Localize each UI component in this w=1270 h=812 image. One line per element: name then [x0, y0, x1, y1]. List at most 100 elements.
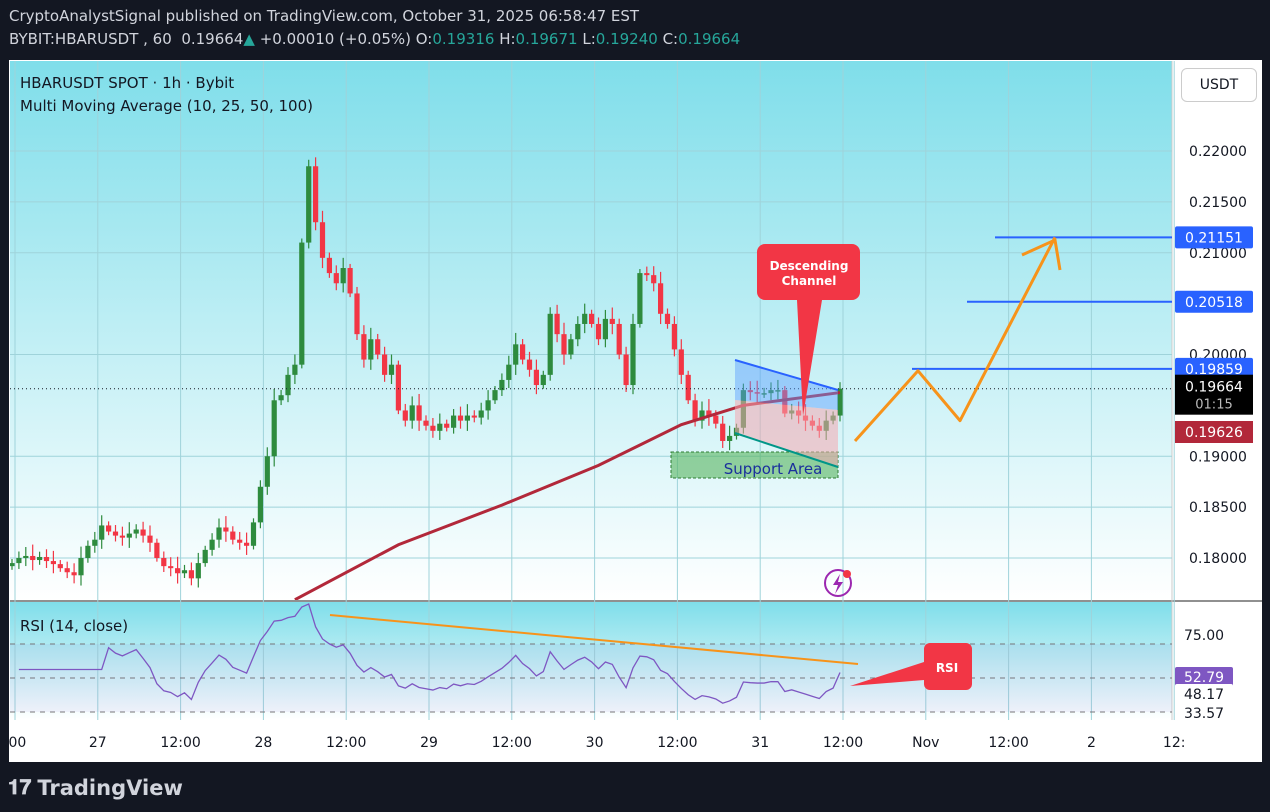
- candle-down: [678, 349, 684, 375]
- candle-down: [671, 323, 677, 350]
- candle-down: [119, 535, 125, 538]
- tv-logo-icon: 𝟏𝟕: [8, 775, 32, 799]
- candle-down: [595, 323, 602, 340]
- candle-down: [609, 318, 615, 324]
- candle-up: [437, 423, 443, 431]
- candle-up: [630, 323, 636, 386]
- indicator-legend[interactable]: Multi Moving Average (10, 25, 50, 100): [20, 97, 313, 115]
- currency-button[interactable]: USDT: [1181, 68, 1257, 102]
- rsi-axis-badge: [1175, 625, 1233, 645]
- candle-up: [85, 545, 91, 558]
- lightning-icon-bolt: [833, 574, 843, 594]
- candle-down: [457, 415, 464, 421]
- brand-name: TradingView: [37, 775, 183, 800]
- alert-dot: [843, 570, 851, 578]
- candle-up: [478, 410, 484, 418]
- candle-down: [50, 561, 56, 565]
- candle-up: [499, 379, 505, 391]
- channel-callout: [757, 244, 860, 416]
- candle-down: [561, 334, 567, 355]
- candle-down: [554, 313, 560, 335]
- channel-callout-line2: Channel: [782, 274, 837, 288]
- candle-down: [713, 415, 719, 424]
- channel-fill-top: [735, 360, 838, 410]
- candle-up: [278, 395, 284, 401]
- channel-callout-line1: Descending: [770, 259, 849, 273]
- rsi-line: [18, 603, 841, 704]
- candle-up: [547, 313, 553, 375]
- y-tick-label: 0.21500: [1189, 195, 1247, 211]
- candle-down: [347, 268, 353, 294]
- candle-down: [706, 410, 712, 416]
- candle-down: [223, 527, 229, 532]
- candle-up: [16, 558, 22, 564]
- candle-up: [202, 549, 208, 564]
- candle-up: [837, 388, 843, 416]
- candle-down: [57, 564, 63, 569]
- candle-down: [333, 273, 339, 284]
- tradingview-logo[interactable]: 𝟏𝟕 TradingView: [8, 775, 183, 800]
- symbol[interactable]: BYBIT:HBARUSDT , 60: [9, 30, 172, 48]
- high-label: H:: [499, 30, 516, 48]
- x-tick-label: 12:00: [823, 735, 863, 751]
- candle-down: [168, 566, 174, 569]
- candle-up: [285, 374, 291, 396]
- rsi-callout-label: RSI: [936, 661, 958, 675]
- x-tick-label: 30: [586, 735, 604, 751]
- candle-down: [237, 539, 243, 543]
- candle-up: [699, 410, 705, 421]
- candle-up: [92, 539, 98, 546]
- rsi-axis-badge: [1175, 684, 1233, 704]
- channel-upper-line: [734, 359, 839, 391]
- candle-down: [747, 390, 753, 393]
- x-tick-label: 2: [1087, 735, 1096, 751]
- support-area-label: Support Area: [724, 460, 823, 478]
- projection-arrowhead: [1021, 237, 1062, 271]
- candle-down: [589, 313, 595, 324]
- candle-up: [637, 273, 643, 324]
- close-value: 0.19664: [678, 30, 741, 48]
- y-tick-label: 0.18000: [1189, 551, 1247, 567]
- candle-up: [775, 390, 781, 392]
- candle-up: [761, 393, 767, 395]
- ma-price-badge: [1175, 421, 1253, 443]
- lightning-icon: [824, 569, 852, 597]
- level-badge: [1175, 290, 1253, 313]
- candle-down: [526, 359, 533, 370]
- candle-down: [30, 555, 36, 561]
- candle-up: [133, 529, 139, 534]
- candle-down: [161, 558, 167, 567]
- candle-up: [768, 390, 774, 394]
- rsi-tick-label: 52.79: [1184, 670, 1224, 686]
- rsi-band: [10, 644, 1172, 712]
- candle-down: [616, 323, 622, 355]
- candle-up: [409, 405, 415, 421]
- candle-down: [354, 293, 360, 335]
- rsi-axis-badge: [1175, 667, 1233, 687]
- level-badge: [1175, 357, 1253, 380]
- rsi-legend[interactable]: RSI (14, close): [20, 617, 129, 635]
- close-label: C:: [662, 30, 679, 48]
- candle-up: [23, 555, 29, 558]
- candle-up: [299, 242, 305, 365]
- candle-down: [326, 257, 332, 274]
- candle-up: [485, 400, 491, 411]
- last-price: 0.19664: [181, 30, 244, 48]
- x-tick-label: 12:00: [492, 735, 532, 751]
- candle-down: [175, 568, 181, 574]
- low-label: L:: [582, 30, 596, 48]
- main-pane[interactable]: [10, 61, 1172, 600]
- x-tick-label: 31: [751, 735, 769, 751]
- x-tick-label: 12:: [1163, 735, 1186, 751]
- y-tick-label: 0.18500: [1189, 500, 1247, 516]
- candle-down: [395, 364, 401, 411]
- countdown-label: 01:15: [1195, 398, 1232, 413]
- rsi-callout: [850, 643, 972, 690]
- publish-info: CryptoAnalystSignal published on Trading…: [9, 7, 640, 25]
- y-tick-label: 0.19000: [1189, 449, 1247, 465]
- chart-title: HBARUSDT SPOT · 1h · Bybit: [20, 74, 235, 92]
- rsi-tick-label: 75.00: [1184, 628, 1224, 644]
- candle-up: [306, 166, 312, 243]
- price-change: +0.00010 (+0.05%): [259, 30, 411, 48]
